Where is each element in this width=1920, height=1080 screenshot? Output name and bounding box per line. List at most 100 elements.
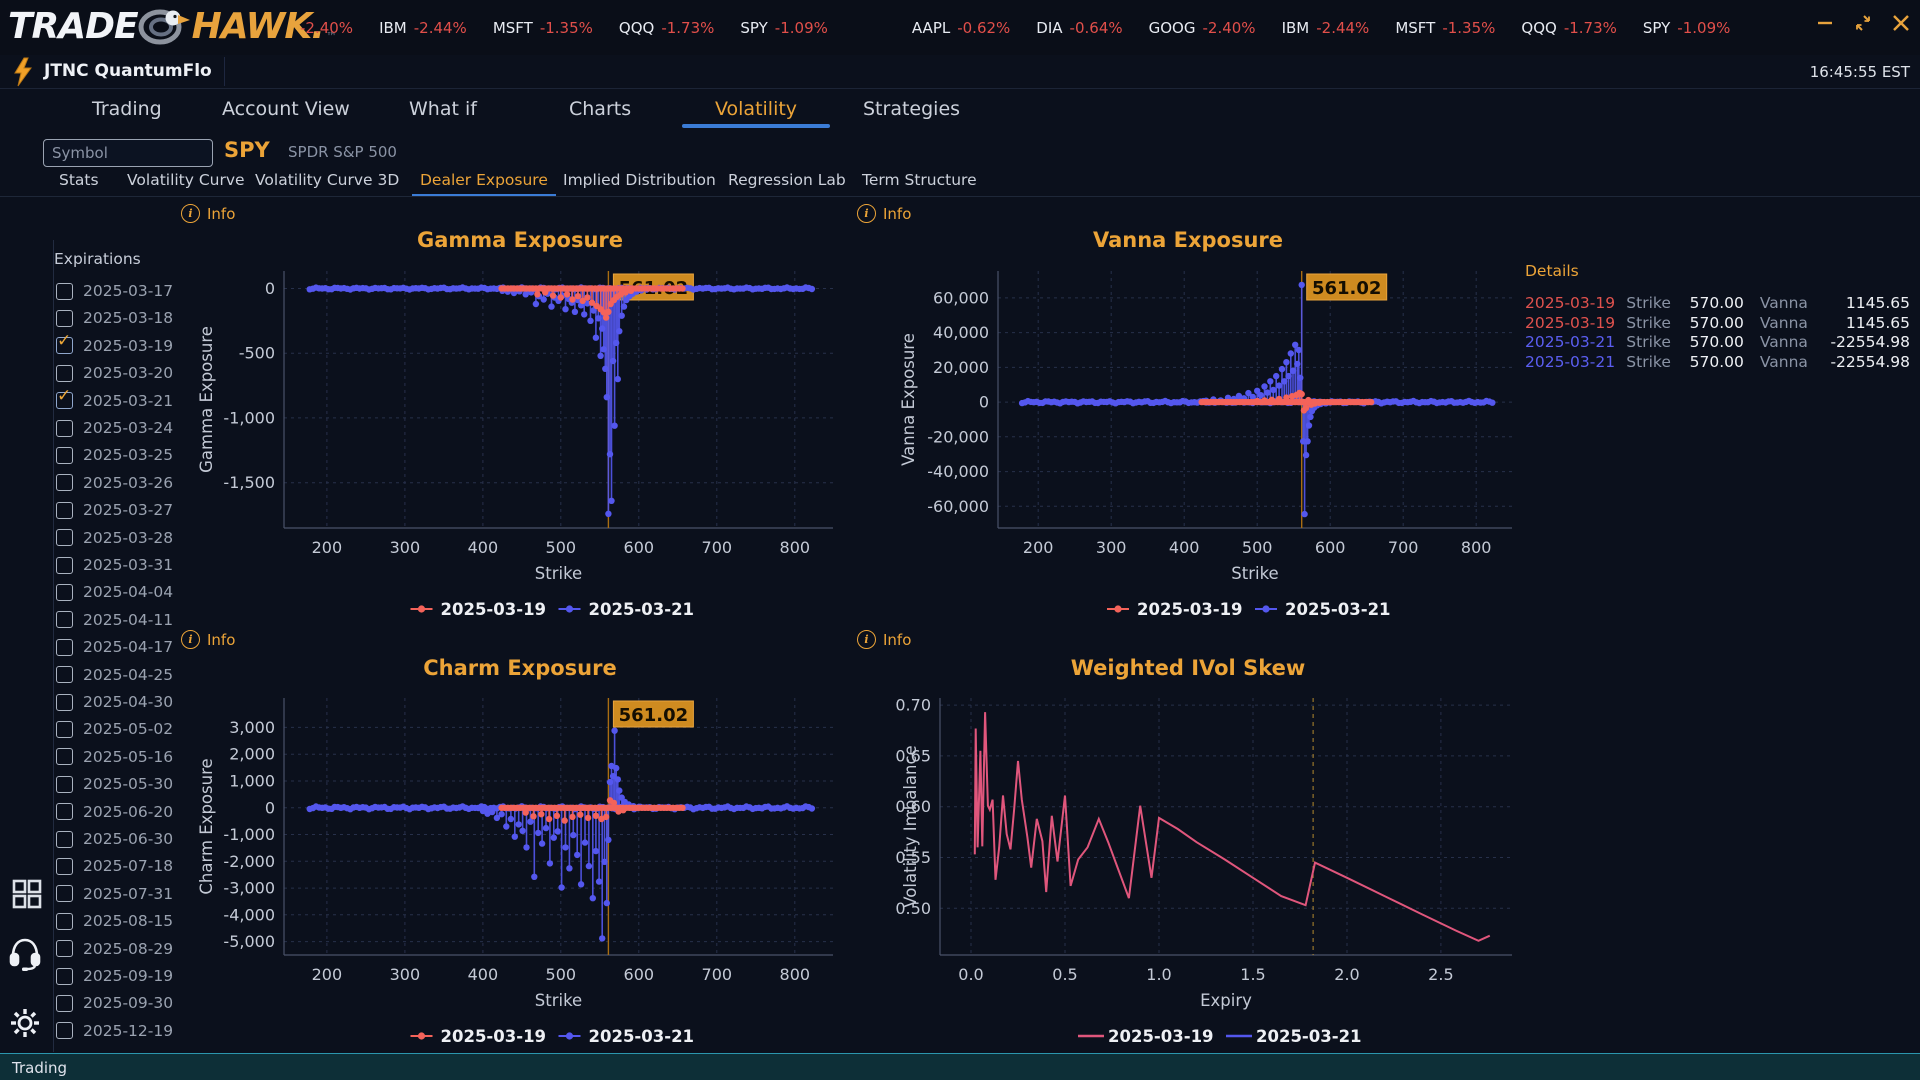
gamma-info-button[interactable]: i Info xyxy=(181,204,235,223)
nav-tab-what-if[interactable]: What if xyxy=(409,98,477,120)
expiration-checkbox-2025-05-30[interactable]: 2025-05-30 xyxy=(56,773,173,795)
nav-tab-charts[interactable]: Charts xyxy=(569,98,632,120)
gamma-exposure-chart[interactable]: 2003004005006007008000-500-1,000-1,50056… xyxy=(190,258,850,648)
expiration-checkbox-2025-03-31[interactable]: 2025-03-31 xyxy=(56,554,173,576)
svg-text:Strike: Strike xyxy=(535,564,582,583)
nav-tab-account-view[interactable]: Account View xyxy=(222,98,350,120)
subtab-implied-distribution[interactable]: Implied Distribution xyxy=(563,171,716,189)
svg-text:1.0: 1.0 xyxy=(1146,965,1171,984)
ticker-item: -2.40% xyxy=(300,18,354,37)
expiration-checkbox-2025-03-27[interactable]: 2025-03-27 xyxy=(56,499,173,521)
expiration-checkbox-2025-03-24[interactable]: 2025-03-24 xyxy=(56,417,173,439)
expiration-checkbox-2025-06-20[interactable]: 2025-06-20 xyxy=(56,801,173,823)
subtab-regression-lab[interactable]: Regression Lab xyxy=(728,171,846,189)
ticker-item: GOOG -2.40% xyxy=(1148,18,1256,37)
svg-text:700: 700 xyxy=(702,538,733,557)
expiration-checkbox-2025-09-30[interactable]: 2025-09-30 xyxy=(56,992,173,1014)
gamma-chart-title: Gamma Exposure xyxy=(416,228,624,252)
subtab-term-structure[interactable]: Term Structure xyxy=(862,171,977,189)
vanna-chart-title: Vanna Exposure xyxy=(1092,228,1284,252)
expiration-checkbox-2025-03-18[interactable]: 2025-03-18 xyxy=(56,307,173,329)
svg-text:Volatility Imbalance: Volatility Imbalance xyxy=(901,745,920,907)
status-text: Trading xyxy=(12,1058,68,1077)
charm-info-button[interactable]: i Info xyxy=(181,630,235,649)
charm-chart-title: Charm Exposure xyxy=(423,656,617,680)
expiration-checkbox-2025-04-30[interactable]: 2025-04-30 xyxy=(56,691,173,713)
vanna-exposure-chart[interactable]: 200 300 400 500 600 700 800 60,000 40,000 20,000 0… xyxy=(890,258,1570,648)
ivol-skew-chart[interactable]: 0.0 0.5 1.0 1.5 2.0 2.5 0.70 0.65 0.60 0.55 0.50 Ex… xyxy=(890,685,1570,1075)
subtab-volatility-curve-3d[interactable]: Volatility Curve 3D xyxy=(255,171,400,189)
svg-text:2025-03-19: 2025-03-19 xyxy=(441,600,547,619)
expiration-checkbox-2025-03-26[interactable]: 2025-03-26 xyxy=(56,472,173,494)
svg-text:Strike: Strike xyxy=(535,991,582,1010)
expiration-checkbox-2025-03-25[interactable]: 2025-03-25 xyxy=(56,444,173,466)
expiration-checkbox-2025-04-25[interactable]: 2025-04-25 xyxy=(56,664,173,686)
subtab-dealer-exposure[interactable]: Dealer Exposure xyxy=(412,167,556,197)
subtab-volatility-curve[interactable]: Volatility Curve xyxy=(127,171,245,189)
svg-text:800: 800 xyxy=(780,538,811,557)
svg-text:2025-03-19: 2025-03-19 xyxy=(1108,1027,1214,1046)
expiration-checkbox-2025-03-17[interactable]: 2025-03-17 xyxy=(56,280,173,302)
expiration-checkbox-2025-03-28[interactable]: 2025-03-28 xyxy=(56,527,173,549)
svg-text:-3,000: -3,000 xyxy=(223,879,275,898)
support-headset-button[interactable] xyxy=(8,936,42,976)
ivol-info-button[interactable]: i Info xyxy=(857,630,911,649)
svg-text:-20,000: -20,000 xyxy=(927,427,989,446)
symbol-fullname: SPDR S&P 500 xyxy=(288,143,397,161)
svg-text:2.0: 2.0 xyxy=(1334,965,1359,984)
expiration-checkbox-2025-09-19[interactable]: 2025-09-19 xyxy=(56,965,173,987)
svg-text:1,000: 1,000 xyxy=(229,772,275,791)
svg-text:500: 500 xyxy=(546,538,577,557)
logo-hawk-text: HAWK. xyxy=(191,5,325,47)
svg-text:300: 300 xyxy=(390,538,421,557)
ticker-item: QQQ -1.73% xyxy=(1521,18,1617,37)
nav-tab-trading[interactable]: Trading xyxy=(92,98,162,120)
svg-text:300: 300 xyxy=(390,965,421,984)
vanna-info-button[interactable]: i Info xyxy=(857,204,911,223)
expiration-checkbox-2025-08-15[interactable]: 2025-08-15 xyxy=(56,910,173,932)
expiration-checkbox-2025-12-19[interactable]: 2025-12-19 xyxy=(56,1020,173,1042)
status-bar: Trading xyxy=(0,1053,1920,1080)
svg-text:-1,500: -1,500 xyxy=(223,473,275,492)
svg-text:200: 200 xyxy=(312,538,343,557)
expiration-checkbox-2025-05-16[interactable]: 2025-05-16 xyxy=(56,746,173,768)
clock: 16:45:55 EST xyxy=(1809,63,1910,81)
expiration-checkbox-2025-05-02[interactable]: 2025-05-02 xyxy=(56,718,173,740)
expiration-checkbox-2025-03-21[interactable]: ✓ 2025-03-21 xyxy=(56,386,174,410)
expiration-checkbox-2025-03-20[interactable]: 2025-03-20 xyxy=(56,362,173,384)
hawk-icon xyxy=(138,9,190,45)
svg-text:700: 700 xyxy=(702,965,733,984)
svg-text:1.5: 1.5 xyxy=(1240,965,1265,984)
nav-tab-volatility[interactable]: Volatility xyxy=(681,88,831,130)
expiration-checkbox-2025-04-11[interactable]: 2025-04-11 xyxy=(56,609,173,631)
workspace-grid-button[interactable] xyxy=(12,879,42,913)
logo-trademark: ™ xyxy=(325,30,337,43)
svg-text:500: 500 xyxy=(546,965,577,984)
details-row: 2025-03-19 Strike 570.00 Vanna 1145.65 xyxy=(1525,293,1910,312)
expiration-checkbox-2025-07-31[interactable]: 2025-07-31 xyxy=(56,883,173,905)
close-button[interactable] xyxy=(1890,12,1912,34)
expiration-checkbox-2025-06-30[interactable]: 2025-06-30 xyxy=(56,828,173,850)
svg-text:200: 200 xyxy=(1023,538,1054,557)
restore-button[interactable] xyxy=(1852,12,1874,34)
svg-text:-60,000: -60,000 xyxy=(927,497,989,516)
charm-exposure-chart[interactable]: 200 300 400 500 600 700 800 3,000 2,000 1,000 0 -1,… xyxy=(190,685,850,1075)
expiration-checkbox-2025-07-18[interactable]: 2025-07-18 xyxy=(56,855,173,877)
svg-text:-1,000: -1,000 xyxy=(223,408,275,427)
symbol-input[interactable] xyxy=(43,139,213,167)
svg-text:-2,000: -2,000 xyxy=(223,852,275,871)
minimize-button[interactable] xyxy=(1814,12,1836,34)
expiration-checkbox-2025-04-04[interactable]: 2025-04-04 xyxy=(56,581,173,603)
nav-tab-strategies[interactable]: Strategies xyxy=(863,98,961,120)
panel-divider xyxy=(53,240,54,1052)
header-divider xyxy=(224,57,225,86)
info-icon: i xyxy=(181,204,200,223)
svg-text:2025-03-21: 2025-03-21 xyxy=(589,600,695,619)
active-symbol: SPY xyxy=(224,138,270,162)
expiration-checkbox-2025-08-29[interactable]: 2025-08-29 xyxy=(56,938,173,960)
expiration-checkbox-2025-04-17[interactable]: 2025-04-17 xyxy=(56,636,173,658)
expiration-checkbox-2025-03-19[interactable]: ✓ 2025-03-19 xyxy=(56,331,174,355)
logo-trade-text: TRADE xyxy=(8,5,139,47)
settings-gear-button[interactable] xyxy=(8,1006,42,1044)
subtab-stats[interactable]: Stats xyxy=(59,171,99,189)
